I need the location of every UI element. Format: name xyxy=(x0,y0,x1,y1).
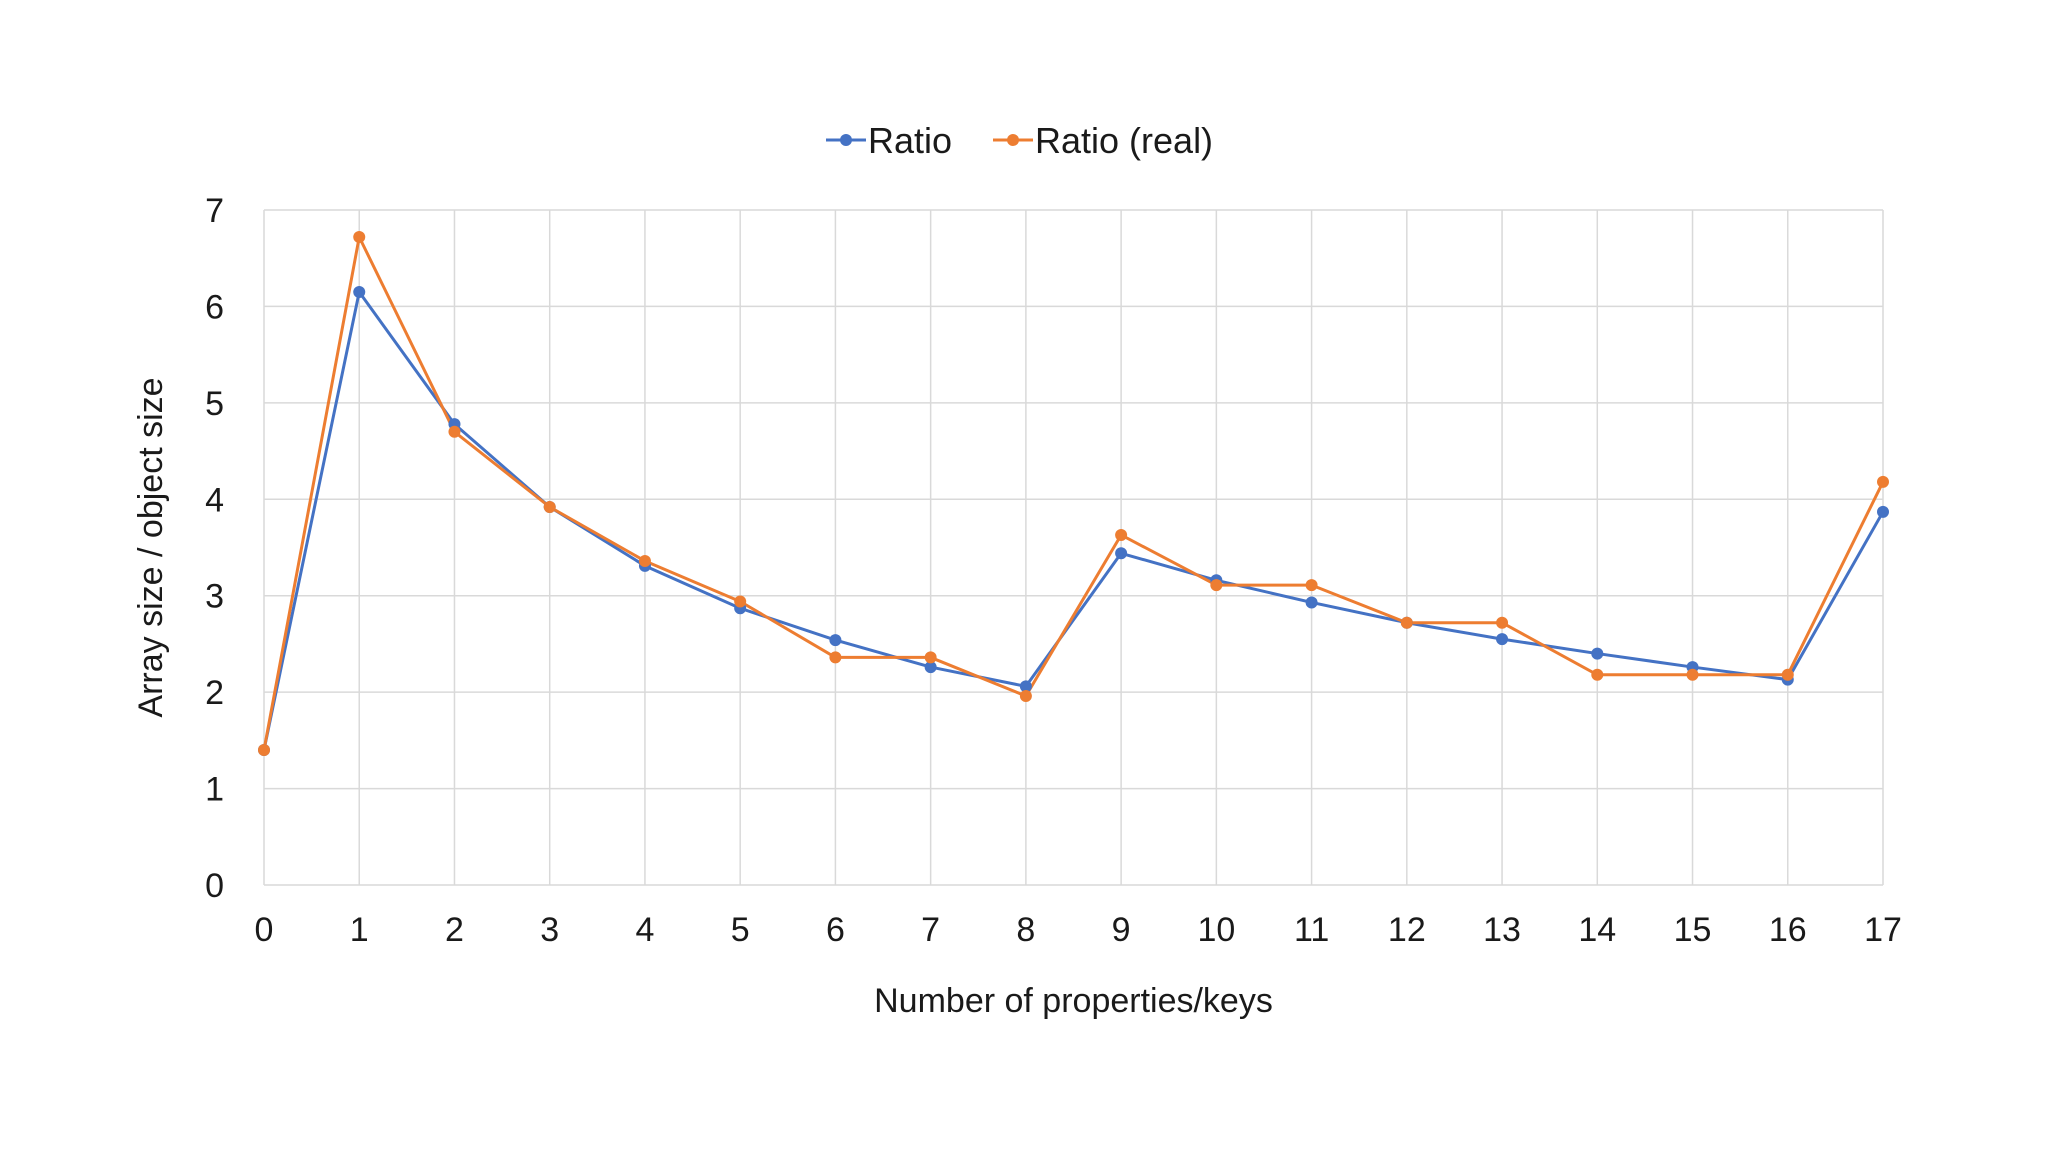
x-tick-label: 16 xyxy=(1769,911,1807,949)
x-tick-label: 5 xyxy=(731,911,750,949)
y-tick-label: 2 xyxy=(205,674,224,712)
data-point-ratio-real xyxy=(829,651,842,664)
data-point-ratio-real xyxy=(1019,690,1032,702)
series-layer xyxy=(258,231,1889,756)
x-tick-label: 2 xyxy=(445,911,464,949)
series-line-ratio-real xyxy=(262,235,1885,751)
y-tick-label: 1 xyxy=(205,771,224,809)
data-point-ratio-real xyxy=(638,555,651,567)
legend-label: Ratio (real) xyxy=(1035,120,1213,161)
data-point-ratio xyxy=(1019,680,1032,693)
x-tick-label: 13 xyxy=(1483,911,1521,949)
x-tick-label: 12 xyxy=(1388,911,1426,949)
y-tick-label: 7 xyxy=(205,192,224,230)
data-point-ratio-real xyxy=(353,231,366,243)
data-point-ratio xyxy=(924,661,937,674)
data-point-ratio-real xyxy=(734,595,747,608)
x-tick-label: 10 xyxy=(1197,911,1235,949)
data-point-ratio xyxy=(1496,633,1509,646)
data-point-ratio xyxy=(829,634,842,647)
x-tick-label: 6 xyxy=(826,911,845,949)
y-axis-title: Array size / object size xyxy=(132,377,170,717)
legend-label: Ratio xyxy=(868,120,952,161)
x-tick-label: 11 xyxy=(1294,911,1329,949)
data-point-ratio-real xyxy=(1496,616,1509,629)
x-tick-label: 0 xyxy=(255,911,274,949)
data-point-ratio-real xyxy=(1686,668,1699,681)
x-tick-label: 15 xyxy=(1674,911,1712,949)
x-tick-label: 1 xyxy=(350,911,369,949)
y-tick-label: 0 xyxy=(205,867,224,905)
legend-item-ratio-real: Ratio (real) xyxy=(993,120,1213,161)
x-tick-label: 17 xyxy=(1864,911,1902,949)
x-axis-ticks: 0 1 2 3 4 5 6 7 8 9 10 11 12 13 14 15 16 17 xyxy=(255,911,1902,949)
y-tick-label: 5 xyxy=(205,385,224,423)
y-tick-label: 4 xyxy=(205,481,224,519)
gridlines xyxy=(263,209,1884,886)
data-point-ratio-real xyxy=(1591,668,1604,681)
legend-marker xyxy=(1007,134,1019,146)
data-point-ratio-real xyxy=(1400,616,1413,629)
x-tick-label: 9 xyxy=(1112,911,1131,949)
data-point-ratio xyxy=(1115,547,1128,560)
x-tick-label: 7 xyxy=(921,911,940,949)
data-point-ratio-real xyxy=(924,651,937,664)
legend-item-ratio: Ratio xyxy=(826,120,952,161)
series-line-ratio xyxy=(262,290,1885,751)
data-point-ratio xyxy=(353,285,366,298)
data-point-ratio-real xyxy=(1210,579,1223,592)
x-axis-title: Number of properties/keys xyxy=(874,982,1273,1020)
y-tick-label: 6 xyxy=(205,288,224,326)
legend: Ratio Ratio (real) xyxy=(826,120,1213,161)
data-point-ratio xyxy=(1591,647,1604,660)
x-tick-label: 8 xyxy=(1016,911,1035,949)
x-tick-label: 4 xyxy=(635,911,654,949)
data-point-ratio-real xyxy=(258,744,270,756)
data-point-ratio-real xyxy=(1305,579,1318,592)
data-point-ratio-real xyxy=(543,501,556,513)
data-point-ratio-real xyxy=(1877,475,1889,488)
y-tick-label: 3 xyxy=(205,578,224,616)
legend-marker xyxy=(840,134,852,146)
data-point-ratio-real xyxy=(1781,668,1794,681)
data-point-ratio-real xyxy=(448,425,461,438)
x-tick-label: 3 xyxy=(540,911,559,949)
x-tick-label: 14 xyxy=(1578,911,1616,949)
y-axis-ticks: 0 1 2 3 4 5 6 7 xyxy=(205,192,224,905)
data-point-ratio-real xyxy=(1115,528,1128,541)
data-point-ratio xyxy=(1877,505,1889,518)
data-point-ratio xyxy=(1305,596,1318,609)
